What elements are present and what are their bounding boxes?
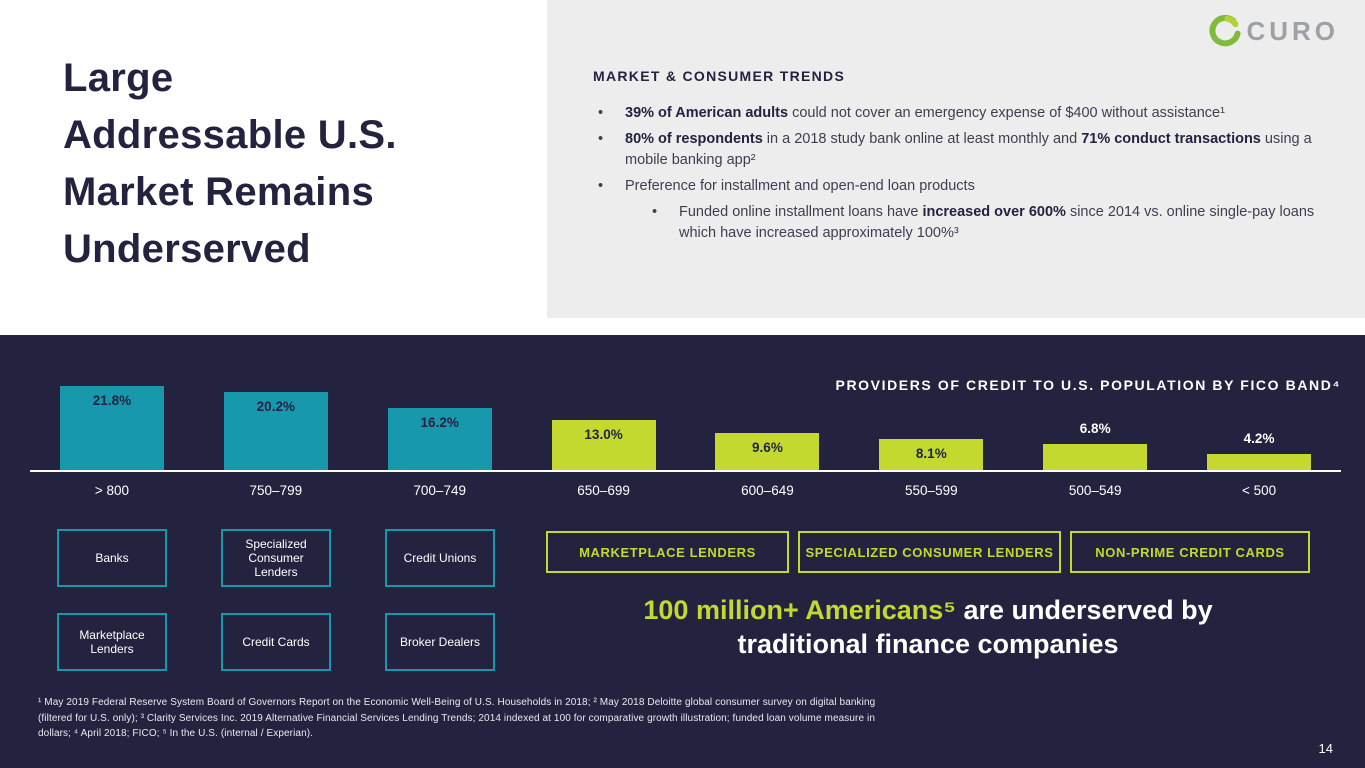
statement-highlight: 100 million+ Americans⁵ [643, 595, 956, 625]
category-label: 500–549 [1068, 483, 1122, 498]
bar-column: 6.8% [1013, 421, 1177, 470]
provider-column: Banks Marketplace Lenders [30, 529, 194, 671]
bar-value-label: 6.8% [1079, 421, 1111, 436]
bullet-text: 80% of respondents in a 2018 study bank … [625, 131, 1312, 168]
provider-column: Credit Unions Broker Dealers [358, 529, 522, 671]
bar: 21.8% [59, 386, 164, 470]
alternative-provider-boxes: MARKETPLACE LENDERS SPECIALIZED CONSUMER … [546, 531, 1310, 573]
bullet-text: 39% of American adults could not cover a… [625, 105, 1225, 121]
bullet-marker: • [598, 178, 604, 194]
bar [1207, 454, 1312, 470]
chart-title: PROVIDERS OF CREDIT TO U.S. POPULATION B… [835, 377, 1341, 393]
category-label: > 800 [94, 483, 130, 498]
category-label: 650–699 [577, 483, 630, 498]
bar: 20.2% [223, 392, 328, 470]
footnotes: ¹ May 2019 Federal Reserve System Board … [38, 697, 876, 739]
bullet-text: Preference for installment and open-end … [625, 178, 975, 194]
bullet-item: • Funded online installment loans have in… [593, 202, 1328, 244]
category-label: < 500 [1241, 483, 1277, 498]
alt-provider-box: NON-PRIME CREDIT CARDS [1070, 531, 1310, 573]
alt-provider-box: SPECIALIZED CONSUMER LENDERS [798, 531, 1061, 573]
bar-column: 20.2% [194, 392, 358, 470]
bar-value-label: 16.2% [420, 415, 459, 430]
statement-line2: traditional finance companies [737, 629, 1119, 659]
category-label: 750–799 [249, 483, 303, 498]
provider-box: Banks [57, 529, 167, 587]
curo-logo: CURO [1207, 14, 1339, 48]
trends-panel: CURO MARKET & CONSUMER TRENDS • 39% of Am… [547, 0, 1365, 318]
provider-column: Specialized Consumer Lenders Credit Cards [194, 529, 358, 671]
provider-box: Broker Dealers [385, 613, 495, 671]
provider-box: Marketplace Lenders [57, 613, 167, 671]
bar-column: 4.2% [1177, 431, 1341, 470]
bar-value-label: 8.1% [915, 446, 947, 461]
statement-line1: 100 million+ Americans⁵ are underserved … [546, 593, 1310, 627]
category-label: 700–749 [413, 483, 466, 498]
bar-column: 16.2% [358, 408, 522, 470]
bar: 13.0% [551, 420, 656, 470]
bar-value-label: 20.2% [256, 399, 295, 414]
bar-column: 13.0% [522, 420, 686, 470]
bullet-item: • 80% of respondents in a 2018 study bank… [593, 129, 1328, 171]
provider-box: Credit Cards [221, 613, 331, 671]
bar [1043, 444, 1148, 470]
bullet-item: • Preference for installment and open-end… [593, 176, 1328, 197]
bar: 9.6% [715, 433, 820, 470]
chart-baseline [30, 470, 1341, 472]
bar: 16.2% [387, 408, 492, 470]
underserved-statement: 100 million+ Americans⁵ are underserved … [546, 593, 1310, 661]
trends-heading: MARKET & CONSUMER TRENDS [593, 68, 846, 84]
bar-column: 21.8% [30, 386, 194, 470]
bullet-marker: • [652, 204, 658, 220]
curo-logo-text: CURO [1246, 15, 1339, 46]
bullet-text: Funded online installment loans have inc… [679, 204, 1315, 241]
chart-panel: PROVIDERS OF CREDIT TO U.S. POPULATION B… [0, 335, 1365, 768]
page-title: Large Addressable U.S. Market Remains Un… [63, 56, 397, 271]
bullet-marker: • [598, 131, 604, 147]
fico-bar-chart: 21.8% 20.2% 16.2% 13.0% 9.6% 8.1% 6.8% 4.2% > 8… [30, 386, 1341, 498]
provider-box: Credit Unions [385, 529, 495, 587]
bar-column: 8.1% [849, 439, 1013, 470]
bullet-item: • 39% of American adults could not cover … [593, 103, 1328, 124]
trends-bullet-list: • 39% of American adults could not cover … [593, 103, 1328, 249]
alt-provider-box: MARKETPLACE LENDERS [546, 531, 789, 573]
chart-bars: 21.8% 20.2% 16.2% 13.0% 9.6% 8.1% 6.8% 4.2% [30, 386, 1341, 470]
bar-value-label: 13.0% [584, 427, 623, 442]
bar-column: 9.6% [686, 433, 850, 470]
provider-box: Specialized Consumer Lenders [221, 529, 331, 587]
bullet-marker: • [598, 105, 604, 121]
bar: 8.1% [879, 439, 984, 470]
category-label: 550–599 [905, 483, 958, 498]
page-number: 14 [1318, 741, 1333, 756]
curo-logo-icon [1209, 14, 1242, 47]
category-label: 600–649 [741, 483, 794, 498]
bar-value-label: 9.6% [752, 440, 783, 455]
traditional-provider-boxes: Banks Marketplace Lenders Specialized Cons… [30, 529, 522, 671]
bar-value-label: 21.8% [92, 393, 132, 408]
chart-categories: > 800 750–799 700–749 650–699 600–649 550–599… [30, 472, 1341, 498]
bar-value-label: 4.2% [1243, 431, 1275, 446]
statement-line1-rest: are underserved by [955, 595, 1213, 625]
